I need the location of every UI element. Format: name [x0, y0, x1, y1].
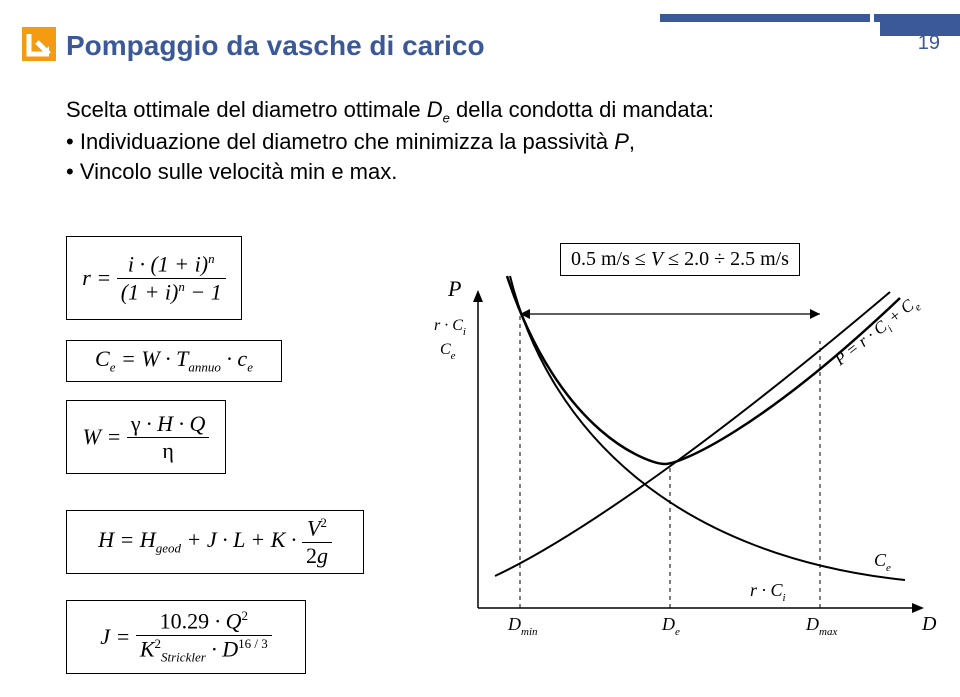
bullet1b: P — [614, 129, 629, 154]
header-bar-gap — [870, 14, 874, 36]
formula-r: r = i · (1 + i)n (1 + i)n − 1 — [66, 236, 242, 320]
bullet1a: Individuazione del diametro che minimizz… — [80, 129, 614, 154]
svg-text:Dmax: Dmax — [805, 614, 837, 638]
formula-ce: Ce = W · Tannuo · ce — [66, 340, 282, 382]
intro-var-sub: e — [443, 110, 450, 125]
svg-text:De: De — [661, 614, 680, 638]
svg-text:Ce: Ce — [874, 550, 891, 574]
axis-x-label: D — [921, 613, 937, 635]
bullet2: Vincolo sulle velocità min e max. — [80, 159, 398, 184]
formula-j: J = 10.29 · Q2 K2Strickler · D16 / 3 — [66, 600, 306, 674]
intro-text: Scelta ottimale del diametro ottimale De… — [66, 95, 866, 186]
svg-text:Dmin: Dmin — [507, 614, 538, 638]
axis-y-label: P — [447, 276, 461, 301]
curve-ce — [495, 292, 890, 576]
page-number: 19 — [918, 32, 940, 55]
intro-var: D — [427, 97, 443, 122]
formula-h: H = Hgeod + J · L + K · V2 2g — [66, 510, 364, 574]
chart-p-vs-d: P r · Ci Ce D r · Ci Ce P = r · Ci + Ce … — [400, 236, 940, 676]
svg-text:P = r · Ci + Ce: P = r · Ci + Ce — [830, 293, 924, 373]
corner-arrow-icon — [22, 27, 56, 61]
bullet1c: , — [629, 129, 635, 154]
svg-text:r · Ci: r · Ci — [434, 317, 466, 338]
intro-rest: della condotta di mandata: — [450, 97, 714, 122]
formula-w: W = γ · H · Q η — [66, 400, 226, 474]
svg-text:Ce: Ce — [440, 341, 456, 362]
curve-p — [507, 276, 900, 464]
svg-text:r · Ci: r · Ci — [750, 580, 786, 604]
page-title: Pompaggio da vasche di carico — [66, 30, 485, 62]
intro-lead: Scelta ottimale del diametro ottimale — [66, 97, 427, 122]
